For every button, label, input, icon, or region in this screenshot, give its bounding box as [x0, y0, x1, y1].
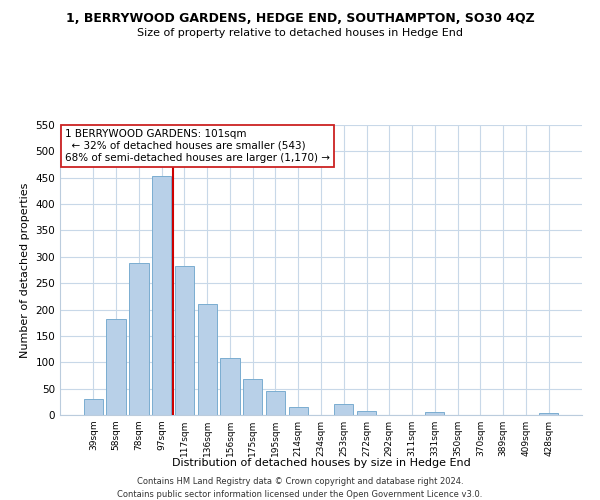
Bar	[334, 404, 353, 415]
Text: 1, BERRYWOOD GARDENS, HEDGE END, SOUTHAMPTON, SO30 4QZ: 1, BERRYWOOD GARDENS, HEDGE END, SOUTHAM…	[65, 12, 535, 26]
Bar	[129, 263, 149, 415]
Text: Size of property relative to detached houses in Hedge End: Size of property relative to detached ho…	[137, 28, 463, 38]
Text: Distribution of detached houses by size in Hedge End: Distribution of detached houses by size …	[172, 458, 470, 468]
Bar	[84, 399, 103, 415]
Bar	[289, 406, 308, 415]
Bar	[425, 412, 445, 415]
Bar	[152, 176, 172, 415]
Text: Contains HM Land Registry data © Crown copyright and database right 2024.: Contains HM Land Registry data © Crown c…	[137, 478, 463, 486]
Text: Contains public sector information licensed under the Open Government Licence v3: Contains public sector information licen…	[118, 490, 482, 499]
Bar	[357, 411, 376, 415]
Bar	[243, 379, 262, 415]
Bar	[220, 358, 239, 415]
Bar	[197, 304, 217, 415]
Bar	[106, 318, 126, 415]
Bar	[539, 414, 558, 415]
Text: 1 BERRYWOOD GARDENS: 101sqm
  ← 32% of detached houses are smaller (543)
68% of : 1 BERRYWOOD GARDENS: 101sqm ← 32% of det…	[65, 130, 330, 162]
Bar	[175, 266, 194, 415]
Y-axis label: Number of detached properties: Number of detached properties	[20, 182, 30, 358]
Bar	[266, 392, 285, 415]
